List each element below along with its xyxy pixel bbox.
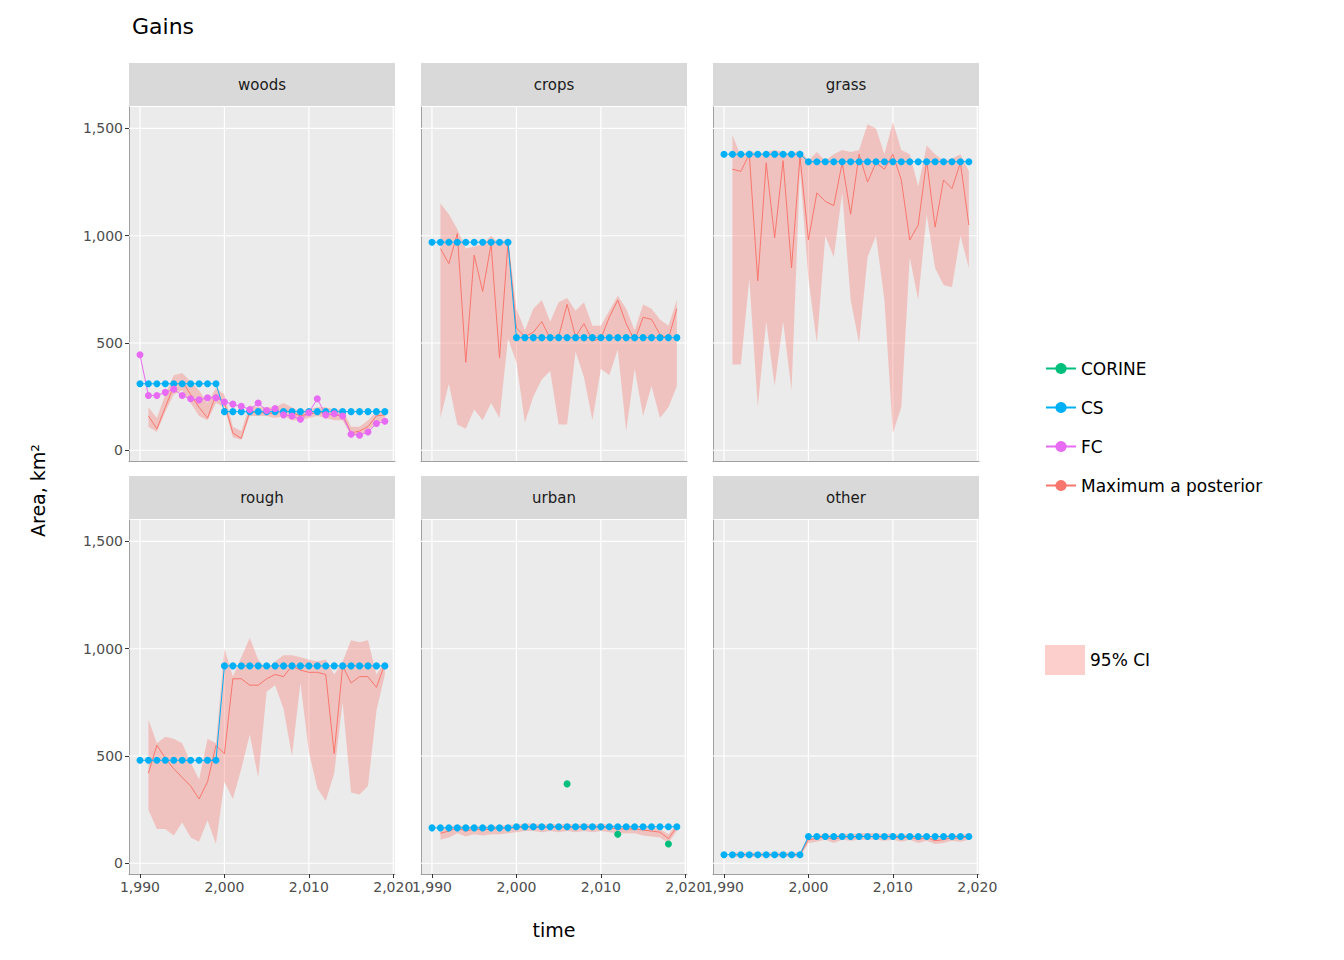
svg-text:other: other xyxy=(826,489,867,507)
svg-text:2,000: 2,000 xyxy=(204,879,244,895)
svg-text:2,010: 2,010 xyxy=(289,879,329,895)
svg-text:2,010: 2,010 xyxy=(581,879,621,895)
svg-text:woods: woods xyxy=(238,76,286,94)
svg-text:time: time xyxy=(533,919,576,941)
svg-text:0: 0 xyxy=(114,855,123,871)
svg-text:Maximum a posterior: Maximum a posterior xyxy=(1081,476,1262,496)
svg-text:500: 500 xyxy=(96,335,123,351)
svg-text:2,020: 2,020 xyxy=(957,879,997,895)
svg-text:1,000: 1,000 xyxy=(83,228,123,244)
svg-text:Gains: Gains xyxy=(132,14,194,39)
svg-text:500: 500 xyxy=(96,748,123,764)
svg-text:urban: urban xyxy=(532,489,576,507)
svg-text:1,500: 1,500 xyxy=(83,120,123,136)
svg-text:Area, km²: Area, km² xyxy=(27,444,49,537)
svg-text:0: 0 xyxy=(114,442,123,458)
svg-text:1,990: 1,990 xyxy=(120,879,160,895)
svg-text:crops: crops xyxy=(534,76,575,94)
svg-text:grass: grass xyxy=(826,76,867,94)
svg-text:95% CI: 95% CI xyxy=(1090,650,1150,670)
svg-text:1,990: 1,990 xyxy=(412,879,452,895)
svg-text:1,000: 1,000 xyxy=(83,641,123,657)
svg-text:rough: rough xyxy=(240,489,284,507)
svg-text:2,010: 2,010 xyxy=(873,879,913,895)
svg-text:1,990: 1,990 xyxy=(704,879,744,895)
svg-text:2,020: 2,020 xyxy=(373,879,413,895)
svg-text:2,020: 2,020 xyxy=(665,879,705,895)
svg-text:2,000: 2,000 xyxy=(788,879,828,895)
svg-text:CORINE: CORINE xyxy=(1081,359,1147,379)
svg-text:FC: FC xyxy=(1081,437,1103,457)
svg-text:CS: CS xyxy=(1081,398,1104,418)
svg-text:2,000: 2,000 xyxy=(496,879,536,895)
svg-text:1,500: 1,500 xyxy=(83,533,123,549)
